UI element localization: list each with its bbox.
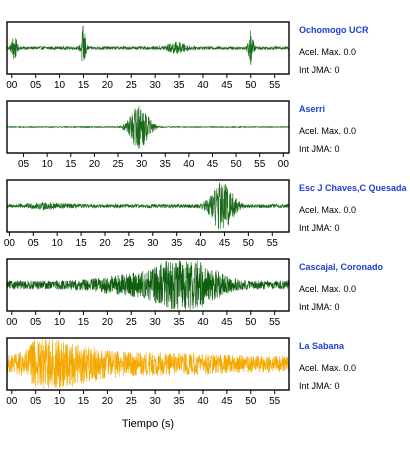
x-tick-label-1-7: 40: [183, 159, 195, 170]
x-tick-label-3-9: 45: [221, 317, 233, 328]
x-tick-label-2-4: 20: [99, 238, 111, 249]
x-tick-label-1-5: 30: [136, 159, 148, 170]
x-tick-label-4-8: 40: [197, 396, 209, 407]
x-tick-label-3-8: 40: [197, 317, 209, 328]
x-tick-label-4-2: 10: [54, 396, 66, 407]
x-tick-label-0-11: 55: [269, 80, 281, 91]
jma-intensity-2: Int JMA: 0: [299, 223, 340, 233]
x-tick-label-2-5: 25: [123, 238, 135, 249]
waveform-trace-4: [7, 339, 289, 389]
x-tick-label-4-5: 25: [126, 396, 138, 407]
panel-1: 05 10 15 20 25 30 35 40 45 50 55 00 Aserri Acel. Max.…: [6, 100, 356, 170]
station-name-0: Ochomogo UCR: [299, 25, 369, 35]
x-tick-label-1-6: 35: [160, 159, 172, 170]
x-tick-label-0-0: 00: [6, 80, 18, 91]
x-tick-label-1-3: 20: [89, 159, 101, 170]
x-tick-label-2-7: 35: [171, 238, 183, 249]
jma-intensity-1: Int JMA: 0: [299, 144, 340, 154]
x-tick-label-2-10: 50: [243, 238, 255, 249]
x-tick-label-1-9: 50: [231, 159, 243, 170]
waveform-trace-0: [7, 25, 289, 66]
x-tick-label-2-1: 05: [28, 238, 40, 249]
x-tick-label-0-3: 15: [78, 80, 90, 91]
x-tick-label-1-8: 45: [207, 159, 219, 170]
jma-intensity-0: Int JMA: 0: [299, 65, 340, 75]
panel-frame-1: [6, 100, 290, 154]
x-tick-label-4-6: 30: [150, 396, 162, 407]
x-tick-label-1-2: 15: [65, 159, 77, 170]
x-tick-label-0-8: 40: [197, 80, 209, 91]
accel-max-0: Acel. Max. 0.0: [299, 47, 356, 57]
accel-max-4: Acel. Max. 0.0: [299, 363, 356, 373]
station-name-2: Esc J Chaves,C Quesada: [299, 183, 408, 193]
accel-max-2: Acel. Max. 0.0: [299, 205, 356, 215]
x-tick-label-0-1: 05: [30, 80, 42, 91]
x-tick-label-2-6: 30: [147, 238, 159, 249]
x-tick-label-3-3: 15: [78, 317, 90, 328]
x-tick-label-2-0: 00: [4, 238, 16, 249]
station-name-3: Cascajal, Coronado: [299, 262, 384, 272]
x-tick-label-4-10: 50: [245, 396, 257, 407]
x-tick-label-4-9: 45: [221, 396, 233, 407]
x-tick-label-1-10: 55: [254, 159, 266, 170]
x-axis-title: Tiempo (s): [122, 418, 174, 430]
x-tick-label-4-4: 20: [102, 396, 114, 407]
x-tick-label-2-11: 55: [267, 238, 279, 249]
x-tick-label-0-9: 45: [221, 80, 233, 91]
panel-3: 00 05 10 15 20 25 30 35 40 45 50 55 Cascajal, Corona…: [6, 258, 384, 328]
waveform-trace-2: [7, 182, 289, 230]
x-tick-label-0-2: 10: [54, 80, 66, 91]
panel-frame-4: [6, 337, 290, 391]
x-tick-label-0-10: 50: [245, 80, 257, 91]
x-tick-label-1-0: 05: [18, 159, 30, 170]
x-tick-label-0-5: 25: [126, 80, 138, 91]
x-tick-label-3-2: 10: [54, 317, 66, 328]
panel-frame-2: [6, 179, 290, 233]
station-name-4: La Sabana: [299, 341, 345, 351]
x-tick-label-4-7: 35: [174, 396, 186, 407]
waveform-trace-3: [7, 260, 289, 310]
jma-intensity-3: Int JMA: 0: [299, 302, 340, 312]
x-tick-label-1-11: 00: [278, 159, 290, 170]
panel-2: 00 05 10 15 20 25 30 35 40 45 50 55 Esc J Chaves,C Q…: [4, 179, 408, 249]
accel-max-1: Acel. Max. 0.0: [299, 126, 356, 136]
x-tick-label-4-0: 00: [6, 396, 18, 407]
x-tick-label-0-7: 35: [174, 80, 186, 91]
x-tick-label-0-6: 30: [150, 80, 162, 91]
x-tick-label-2-3: 15: [76, 238, 88, 249]
panel-frame-0: [6, 21, 290, 75]
panel-4: 00 05 10 15 20 25 30 35 40 45 50 55 La Sabana Acel. M…: [6, 337, 356, 407]
x-tick-label-0-4: 20: [102, 80, 114, 91]
panel-0: 00 05 10 15 20 25 30 35 40 45 50 55 Ochomogo UCR Acel…: [6, 21, 369, 91]
waveform-trace-1: [7, 105, 289, 149]
x-tick-label-4-11: 55: [269, 396, 281, 407]
x-tick-label-3-6: 30: [150, 317, 162, 328]
x-tick-label-3-5: 25: [126, 317, 138, 328]
x-tick-label-1-4: 25: [112, 159, 124, 170]
x-tick-label-2-8: 40: [195, 238, 207, 249]
x-tick-label-1-1: 10: [42, 159, 54, 170]
x-tick-label-2-9: 45: [219, 238, 231, 249]
x-tick-label-3-7: 35: [174, 317, 186, 328]
station-name-1: Aserri: [299, 104, 325, 114]
x-tick-label-4-1: 05: [30, 396, 42, 407]
x-tick-label-3-0: 00: [6, 317, 18, 328]
panels-group: 00 05 10 15 20 25 30 35 40 45 50 55 Ochomogo UCR Acel…: [4, 21, 408, 407]
x-tick-label-3-1: 05: [30, 317, 42, 328]
x-tick-label-3-11: 55: [269, 317, 281, 328]
accel-max-3: Acel. Max. 0.0: [299, 284, 356, 294]
x-tick-label-3-10: 50: [245, 317, 257, 328]
x-tick-label-4-3: 15: [78, 396, 90, 407]
x-tick-label-2-2: 10: [52, 238, 64, 249]
panel-frame-3: [6, 258, 290, 312]
jma-intensity-4: Int JMA: 0: [299, 381, 340, 391]
x-tick-label-3-4: 20: [102, 317, 114, 328]
